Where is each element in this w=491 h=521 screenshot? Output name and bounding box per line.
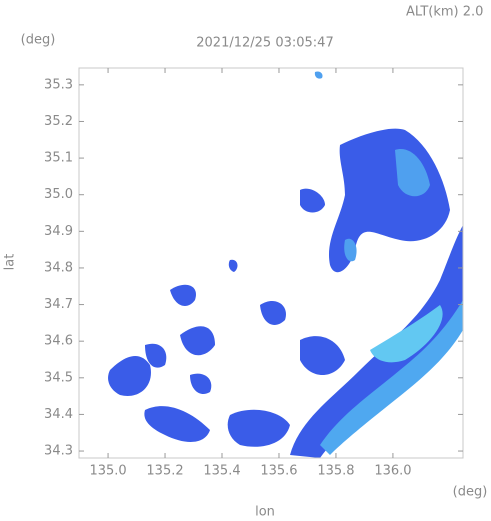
y-tick-label: 34.7 — [44, 297, 73, 312]
x-tick-label: 135.0 — [89, 464, 126, 479]
x-tick-label: 135.6 — [260, 464, 297, 479]
chart-title: 2021/12/25 03:05:47 — [196, 36, 333, 51]
x-tick-label: 135.8 — [317, 464, 354, 479]
plot-frame — [78, 67, 464, 459]
altitude-label: ALT(km) 2.0 — [406, 5, 483, 20]
y-tick-label: 34.9 — [44, 224, 73, 239]
y-tick-label: 35.3 — [44, 77, 73, 92]
y-label: lat — [3, 254, 18, 271]
y-tick-label: 34.5 — [44, 370, 73, 385]
y-unit: (deg) — [21, 33, 56, 48]
radar-echo — [108, 71, 463, 458]
y-tick-label: 35.0 — [44, 187, 73, 202]
y-tick-label: 34.3 — [44, 444, 73, 459]
y-tick-label: 35.2 — [44, 114, 73, 129]
y-tick-label: 34.8 — [44, 260, 73, 275]
y-tick-label: 34.6 — [44, 334, 73, 349]
x-tick-label: 135.4 — [203, 464, 240, 479]
y-tick-label: 35.1 — [44, 151, 73, 166]
x-label: lon — [255, 505, 275, 520]
x-tick-label: 135.2 — [146, 464, 183, 479]
x-unit: (deg) — [453, 485, 488, 500]
x-tick-label: 136.0 — [374, 464, 411, 479]
y-tick-label: 34.4 — [44, 407, 73, 422]
